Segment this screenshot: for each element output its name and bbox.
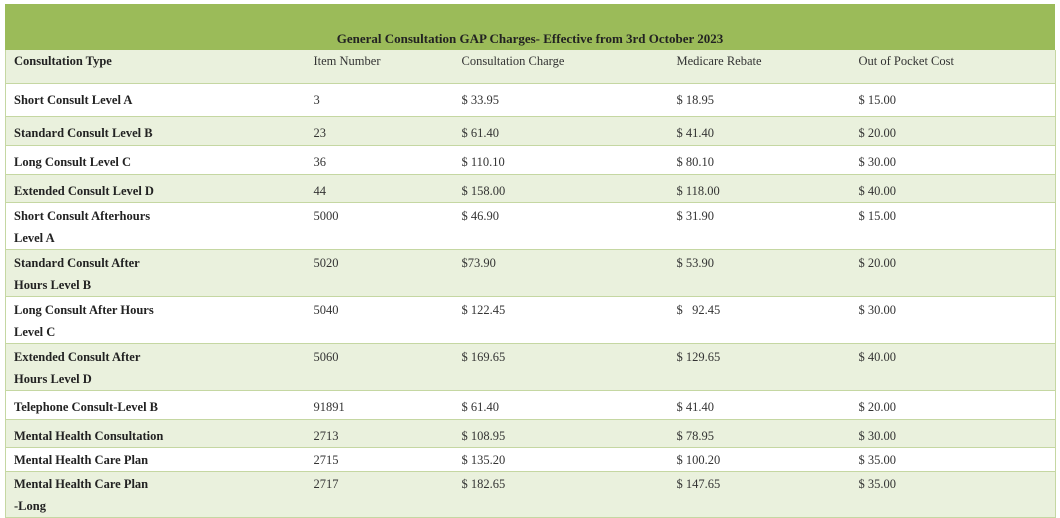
cell-consultation-charge: $ 169.65 [453, 343, 669, 391]
table-header-row: Consultation Type Item Number Consultati… [5, 50, 1056, 84]
table-title: General Consultation GAP Charges- Effect… [336, 31, 724, 46]
cell-type-line-2: Level A [14, 231, 55, 245]
cell-consultation-type: Mental Health Consultation [5, 419, 306, 448]
table-row: Short Consult Level A 3 $ 33.95 $ 18.95 … [5, 83, 1056, 117]
cell-medicare-rebate: $ 31.90 [668, 202, 851, 250]
cell-consultation-charge: $ 46.90 [453, 202, 669, 250]
table-row: Mental Health Care Plan 2715 $ 135.20 $ … [5, 447, 1056, 472]
cell-medicare-rebate: $ 129.65 [668, 343, 851, 391]
cell-type-line-2: Hours Level B [14, 278, 92, 292]
cell-type-line-2: Hours Level D [14, 372, 92, 386]
cell-out-of-pocket-cost: $ 20.00 [850, 249, 1056, 297]
table-row: Standard Consult After Hours Level B 502… [5, 249, 1056, 297]
cell-type-line-1: Extended Consult After [14, 350, 141, 364]
cell-consultation-type: Extended Consult Level D [5, 174, 306, 203]
cell-out-of-pocket-cost: $ 30.00 [850, 145, 1056, 175]
cell-consultation-type: Telephone Consult-Level B [5, 390, 306, 420]
cell-consultation-charge: $ 108.95 [453, 419, 669, 448]
cell-item-number: 91891 [305, 390, 454, 420]
cell-medicare-rebate: $ 118.00 [668, 174, 851, 203]
cell-consultation-charge: $ 33.95 [453, 83, 669, 117]
table-row: Mental Health Consultation 2713 $ 108.95… [5, 419, 1056, 448]
cell-consultation-charge: $ 61.40 [453, 116, 669, 146]
cell-consultation-type: Mental Health Care Plan [5, 447, 306, 472]
cell-item-number: 3 [305, 83, 454, 117]
cell-consultation-charge: $73.90 [453, 249, 669, 297]
table-row: Long Consult Level C 36 $ 110.10 $ 80.10… [5, 145, 1056, 175]
cell-medicare-rebate: $ 147.65 [668, 471, 851, 518]
cell-type-line-1: Mental Health Care Plan [14, 477, 149, 491]
cell-item-number: 5020 [305, 249, 454, 297]
cell-type-line-1: Short Consult Afterhours [14, 209, 151, 223]
cell-type-line-1: Standard Consult After [14, 256, 140, 270]
cell-consultation-charge: $ 122.45 [453, 296, 669, 344]
table-row: Mental Health Care Plan -Long 2717 $ 182… [5, 471, 1056, 518]
table-row: Short Consult Afterhours Level A 5000 $ … [5, 202, 1056, 250]
table-title-bar: General Consultation GAP Charges- Effect… [5, 4, 1055, 50]
cell-medicare-rebate: $ 18.95 [668, 83, 851, 117]
cell-item-number: 5060 [305, 343, 454, 391]
cell-item-number: 2715 [305, 447, 454, 472]
cell-consultation-type: Mental Health Care Plan -Long [5, 471, 306, 518]
cell-type-line-2: Level C [14, 325, 56, 339]
header-medicare-rebate: Medicare Rebate [668, 50, 851, 84]
cell-item-number: 23 [305, 116, 454, 146]
cell-medicare-rebate: $ 92.45 [668, 296, 851, 344]
cell-item-number: 2713 [305, 419, 454, 448]
cell-item-number: 2717 [305, 471, 454, 518]
cell-out-of-pocket-cost: $ 40.00 [850, 343, 1056, 391]
table-row: Long Consult After Hours Level C 5040 $ … [5, 296, 1056, 344]
cell-medicare-rebate: $ 53.90 [668, 249, 851, 297]
cell-consultation-type: Standard Consult After Hours Level B [5, 249, 306, 297]
cell-item-number: 36 [305, 145, 454, 175]
cell-consultation-charge: $ 135.20 [453, 447, 669, 472]
cell-medicare-rebate: $ 41.40 [668, 390, 851, 420]
cell-consultation-type: Standard Consult Level B [5, 116, 306, 146]
cell-item-number: 5040 [305, 296, 454, 344]
gap-charges-table-container: General Consultation GAP Charges- Effect… [5, 4, 1056, 518]
cell-consultation-charge: $ 158.00 [453, 174, 669, 203]
table-row: Telephone Consult-Level B 91891 $ 61.40 … [5, 390, 1056, 420]
cell-out-of-pocket-cost: $ 35.00 [850, 447, 1056, 472]
header-consultation-type: Consultation Type [5, 50, 306, 84]
cell-medicare-rebate: $ 78.95 [668, 419, 851, 448]
cell-type-line-1: Long Consult After Hours [14, 303, 154, 317]
cell-medicare-rebate: $ 100.20 [668, 447, 851, 472]
table-row: Extended Consult After Hours Level D 506… [5, 343, 1056, 391]
cell-out-of-pocket-cost: $ 20.00 [850, 390, 1056, 420]
cell-consultation-charge: $ 182.65 [453, 471, 669, 518]
cell-consultation-type: Long Consult Level C [5, 145, 306, 175]
cell-consultation-type: Short Consult Level A [5, 83, 306, 117]
cell-out-of-pocket-cost: $ 15.00 [850, 83, 1056, 117]
cell-out-of-pocket-cost: $ 30.00 [850, 419, 1056, 448]
header-item-number: Item Number [305, 50, 454, 84]
table-row: Standard Consult Level B 23 $ 61.40 $ 41… [5, 116, 1056, 146]
cell-out-of-pocket-cost: $ 15.00 [850, 202, 1056, 250]
cell-consultation-type: Short Consult Afterhours Level A [5, 202, 306, 250]
cell-consultation-type: Long Consult After Hours Level C [5, 296, 306, 344]
header-consultation-charge: Consultation Charge [453, 50, 669, 84]
cell-out-of-pocket-cost: $ 35.00 [850, 471, 1056, 518]
cell-consultation-type: Extended Consult After Hours Level D [5, 343, 306, 391]
cell-medicare-rebate: $ 41.40 [668, 116, 851, 146]
cell-type-line-2: -Long [14, 499, 46, 513]
cell-out-of-pocket-cost: $ 40.00 [850, 174, 1056, 203]
cell-out-of-pocket-cost: $ 30.00 [850, 296, 1056, 344]
cell-consultation-charge: $ 61.40 [453, 390, 669, 420]
cell-medicare-rebate: $ 80.10 [668, 145, 851, 175]
cell-out-of-pocket-cost: $ 20.00 [850, 116, 1056, 146]
cell-item-number: 44 [305, 174, 454, 203]
table-row: Extended Consult Level D 44 $ 158.00 $ 1… [5, 174, 1056, 203]
header-out-of-pocket-cost: Out of Pocket Cost [850, 50, 1056, 84]
cell-consultation-charge: $ 110.10 [453, 145, 669, 175]
gap-charges-table: Consultation Type Item Number Consultati… [5, 50, 1056, 518]
cell-item-number: 5000 [305, 202, 454, 250]
